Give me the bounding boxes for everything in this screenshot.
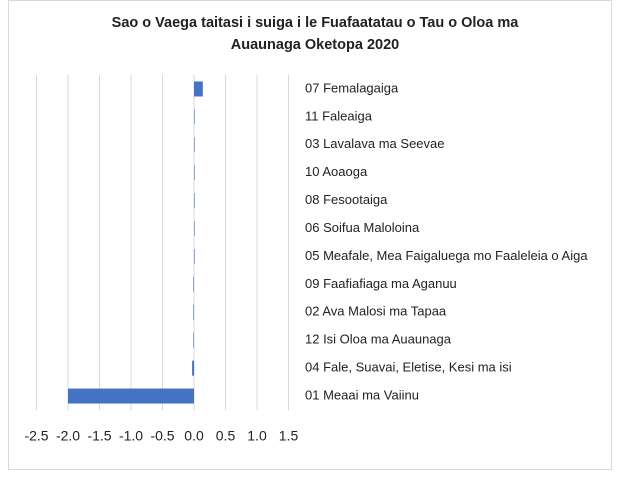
chart-title: Sao o Vaega taitasi i suiga i le Fuafaat… — [111, 15, 519, 53]
bar — [194, 109, 195, 125]
bar — [68, 388, 194, 404]
chart-border — [8, 0, 612, 470]
bar — [192, 360, 194, 376]
x-tick-label: 1.5 — [279, 428, 299, 444]
bar — [194, 81, 203, 97]
bar — [194, 137, 195, 153]
bar — [194, 248, 195, 264]
x-tick-label: -2.0 — [56, 428, 80, 444]
bar — [194, 165, 195, 181]
category-label: 03 Lavalava ma Seevae — [305, 136, 444, 151]
x-tick-label: 0.5 — [216, 428, 236, 444]
bar — [194, 193, 195, 209]
bar — [193, 276, 194, 292]
category-label: 02 Ava Malosi ma Tapaa — [305, 304, 447, 319]
category-label: 10 Aoaoga — [305, 164, 368, 179]
category-label: 09 Faafiafiaga ma Aganuu — [305, 276, 457, 291]
category-label: 06 Soifua Maloloina — [305, 220, 420, 235]
x-tick-label: -0.5 — [150, 428, 174, 444]
category-label: 12 Isi Oloa ma Auaunaga — [305, 332, 452, 347]
category-label: 08 Fesootaiga — [305, 192, 388, 207]
bar — [193, 304, 194, 320]
bar — [193, 332, 194, 348]
category-label: 01 Meaai ma Vaiinu — [305, 387, 419, 402]
x-tick-label: -1.0 — [119, 428, 143, 444]
x-tick-label: 1.0 — [247, 428, 267, 444]
category-label: 07 Femalagaiga — [305, 80, 399, 95]
x-tick-label: -2.5 — [24, 428, 48, 444]
x-tick-label: 0.0 — [184, 428, 204, 444]
bar — [194, 221, 195, 237]
category-label: 11 Faleaiga — [305, 108, 373, 123]
category-label: 04 Fale, Suavai, Eletise, Kesi ma isi — [305, 360, 512, 375]
x-tick-label: -1.5 — [87, 428, 111, 444]
category-label: 05 Meafale, Mea Faigaluega mo Faaleleia … — [305, 248, 588, 263]
